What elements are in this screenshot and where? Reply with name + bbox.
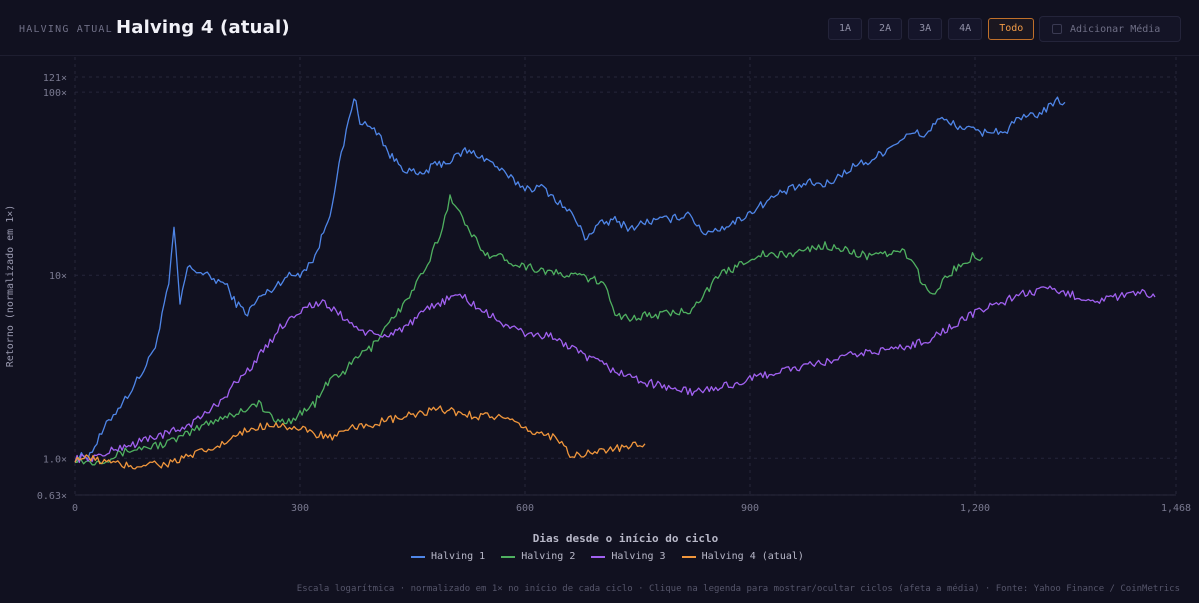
y-tick-label: 10×: [49, 271, 67, 282]
x-axis: 0 300 600 900 1,200 1,468: [72, 503, 1191, 514]
add-average-label: Adicionar Média: [1070, 23, 1161, 35]
legend-label: Halving 2: [521, 551, 576, 562]
legend-item-4[interactable]: Halving 4 (atual): [681, 551, 804, 562]
legend-item-3[interactable]: Halving 3: [591, 551, 666, 562]
y-tick-label: 100×: [43, 88, 67, 99]
add-average-toggle[interactable]: Adicionar Média: [1039, 16, 1181, 42]
y-tick-label: 121×: [43, 73, 67, 84]
legend-swatch: [411, 555, 425, 558]
x-tick-label: 600: [516, 503, 534, 514]
range-button-2a[interactable]: 2A: [868, 18, 903, 40]
y-tick-label: 0.63×: [37, 491, 67, 502]
x-tick-label: 300: [291, 503, 309, 514]
range-selector: 1A 2A 3A 4A Todo: [828, 18, 1035, 40]
footnote: Escala logarítmica · normalizado em 1× n…: [296, 584, 1180, 594]
legend-swatch: [501, 555, 516, 558]
legend-swatch: [591, 555, 606, 558]
legend-swatch: [681, 555, 696, 558]
x-tick-label: 900: [741, 503, 759, 514]
y-axis-title: Retorno (normalizado em 1×): [5, 205, 16, 368]
y-axis: 0.63× 1.0× 10× 100× 121×: [37, 73, 67, 502]
chart-legend: Halving 1 Halving 2 Halving 3 Halving 4 (at…: [411, 551, 804, 562]
checkbox-icon: [1052, 24, 1062, 34]
header-kicker: HALVING ATUAL: [19, 24, 113, 35]
x-tick-label: 1,200: [960, 503, 990, 514]
range-button-todo[interactable]: Todo: [988, 18, 1035, 40]
series-line-1[interactable]: [74, 96, 1066, 463]
range-button-3a[interactable]: 3A: [908, 18, 943, 40]
series-line-4[interactable]: [74, 405, 646, 470]
header-bar: HALVING ATUAL Halving 4 (atual) 1A 2A 3A…: [0, 0, 1199, 56]
chart-area: 0.63× 1.0× 10× 100× 121× 0 300 600 900 1,200 1,46…: [5, 57, 1191, 545]
series-line-2[interactable]: [75, 194, 983, 466]
range-button-1a[interactable]: 1A: [828, 18, 863, 40]
series-line-3[interactable]: [74, 285, 1156, 464]
x-tick-label: 0: [72, 503, 78, 514]
legend-item-1[interactable]: Halving 1: [411, 551, 485, 562]
range-button-4a[interactable]: 4A: [948, 18, 983, 40]
legend-label: Halving 1: [431, 551, 486, 562]
legend-label: Halving 4 (atual): [701, 551, 804, 562]
y-tick-label: 1.0×: [43, 454, 67, 465]
x-tick-label: 1,468: [1161, 503, 1191, 514]
legend-label: Halving 3: [611, 551, 666, 562]
x-axis-title: Dias desde o início do ciclo: [533, 532, 719, 545]
page-title: Halving 4 (atual): [116, 17, 290, 38]
legend-item-2[interactable]: Halving 2: [501, 551, 575, 562]
chart-series: [74, 96, 1156, 470]
